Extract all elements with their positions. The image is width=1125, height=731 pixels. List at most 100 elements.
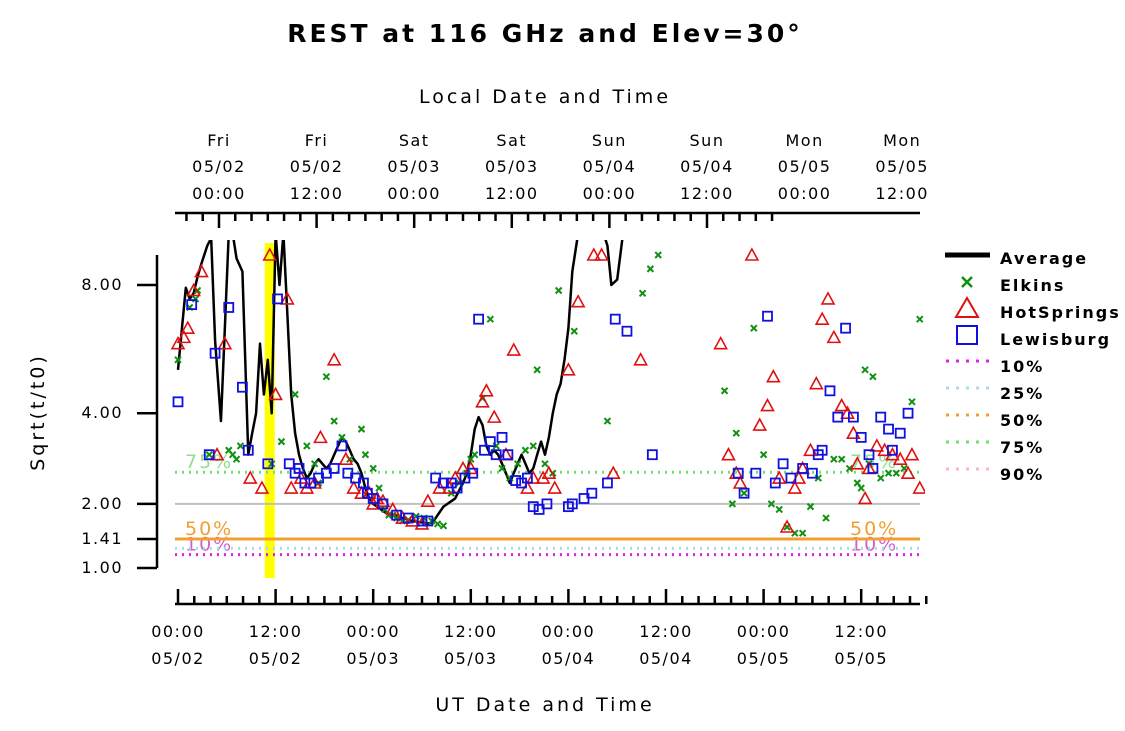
lewisburg-point [293,463,305,474]
lewisburg-point [467,467,479,479]
hotsprings-point [420,493,436,507]
top-tick-label: 00:00 [778,184,832,203]
bottom-tick-date: 05/04 [639,649,693,668]
hotsprings-point [721,447,736,461]
elkins-mark [857,484,865,492]
elkins-mark [369,464,377,473]
hotsprings-point [479,383,494,397]
hotsprings-point [787,480,803,494]
elkins-point [857,484,865,492]
elkins-point [303,442,311,450]
elkins-mark [884,469,893,477]
hotsprings-point [766,369,781,383]
top-tick-label: Mon [785,131,823,150]
top-tick-label: 12:00 [680,184,734,203]
hotsprings-point [857,490,873,505]
bottom-tick-time: 12:00 [249,622,303,641]
elkins-point [533,366,541,374]
lewisburg-point [438,477,449,489]
legend-label: 50% [1000,411,1044,430]
lewisburg-point [840,322,851,334]
hotsprings-point [808,376,824,390]
lewisburg-point [732,467,744,479]
legend-swatch-lewisburg [956,325,978,345]
hotsprings-point [262,247,278,261]
hotsprings-point [279,291,295,305]
lewisburg-point [416,515,428,527]
elkins-point [236,442,245,450]
hotsprings-point [375,493,391,507]
hotsprings-point [820,291,836,305]
top-tick-label: 12:00 [485,184,539,203]
bottom-tick-time: 00:00 [542,622,596,641]
lewisburg-point [769,477,781,489]
lewisburg-point [510,475,522,486]
legend-label: 90% [1000,465,1044,484]
hotsprings-point [404,513,420,527]
elkins-point [603,417,612,425]
elkins-mark [303,442,311,450]
elkins-mark [533,366,541,374]
lewisburg-point [209,347,221,359]
elkins-mark [236,442,245,450]
elkins-mark [232,455,241,463]
hotsprings-point [826,329,842,344]
lewisburg-point [816,444,828,456]
elkins-point [486,315,495,323]
elkins-point [470,450,479,459]
lewisburg-point [172,396,184,408]
y-tick-label: 2.00 [81,494,123,513]
percentile-label-50pct-0: 50% [185,518,233,540]
hotsprings-point [541,465,557,480]
elkins-point [822,514,830,522]
hotsprings-point [194,263,209,278]
hotsprings-point [217,335,233,350]
hotsprings-point [475,394,490,408]
lewisburg-point [533,504,545,515]
lewisburg-point [186,299,198,310]
lewisburg-point [336,440,348,452]
elkins-mark [654,251,662,259]
hotsprings-point [561,362,576,376]
legend-item: 25% [946,384,1042,403]
elkins-point [646,265,655,273]
hotsprings-point [779,519,795,533]
lewisburg-point [328,463,340,474]
elkins-mark [205,450,213,459]
elkins-mark [433,520,442,528]
top-tick-label: 05/03 [485,157,539,176]
hotsprings-point [760,397,775,412]
hotsprings-point [814,311,830,325]
bottom-tick-date: 05/02 [151,649,205,668]
elkins-mark [892,469,901,477]
elkins-point [884,469,893,477]
elkins-mark [908,398,916,406]
elkins-point [732,429,740,437]
lewisburg-point [807,467,818,479]
hotsprings-point [570,294,586,308]
elkins-point [892,469,901,477]
hotsprings-point [180,320,196,334]
lewisburg-point [490,449,502,461]
legend-label: 75% [1000,438,1044,457]
y-tick-label: 1.41 [81,529,123,548]
elkins-mark [357,425,366,433]
lewisburg-point [262,458,274,470]
elkins-mark [646,265,655,273]
elkins-mark [845,464,854,473]
hotsprings-point [547,480,563,494]
elkins-point [529,442,537,450]
chart-title: REST at 116 GHz and Elev=30° [287,19,803,48]
hotsprings-point [254,480,270,494]
elkins-point [338,433,346,442]
elkins-mark [759,450,768,459]
hotsprings-point [242,470,258,484]
elkins-point [728,500,737,508]
hotsprings-point [869,438,885,452]
hotsprings-point [912,480,925,494]
top-tick-label: Sat [496,131,527,150]
lewisburg-point [367,493,379,504]
bottom-tick-time: 00:00 [151,622,205,641]
elkins-point [330,417,338,425]
elkins-mark [529,442,537,450]
